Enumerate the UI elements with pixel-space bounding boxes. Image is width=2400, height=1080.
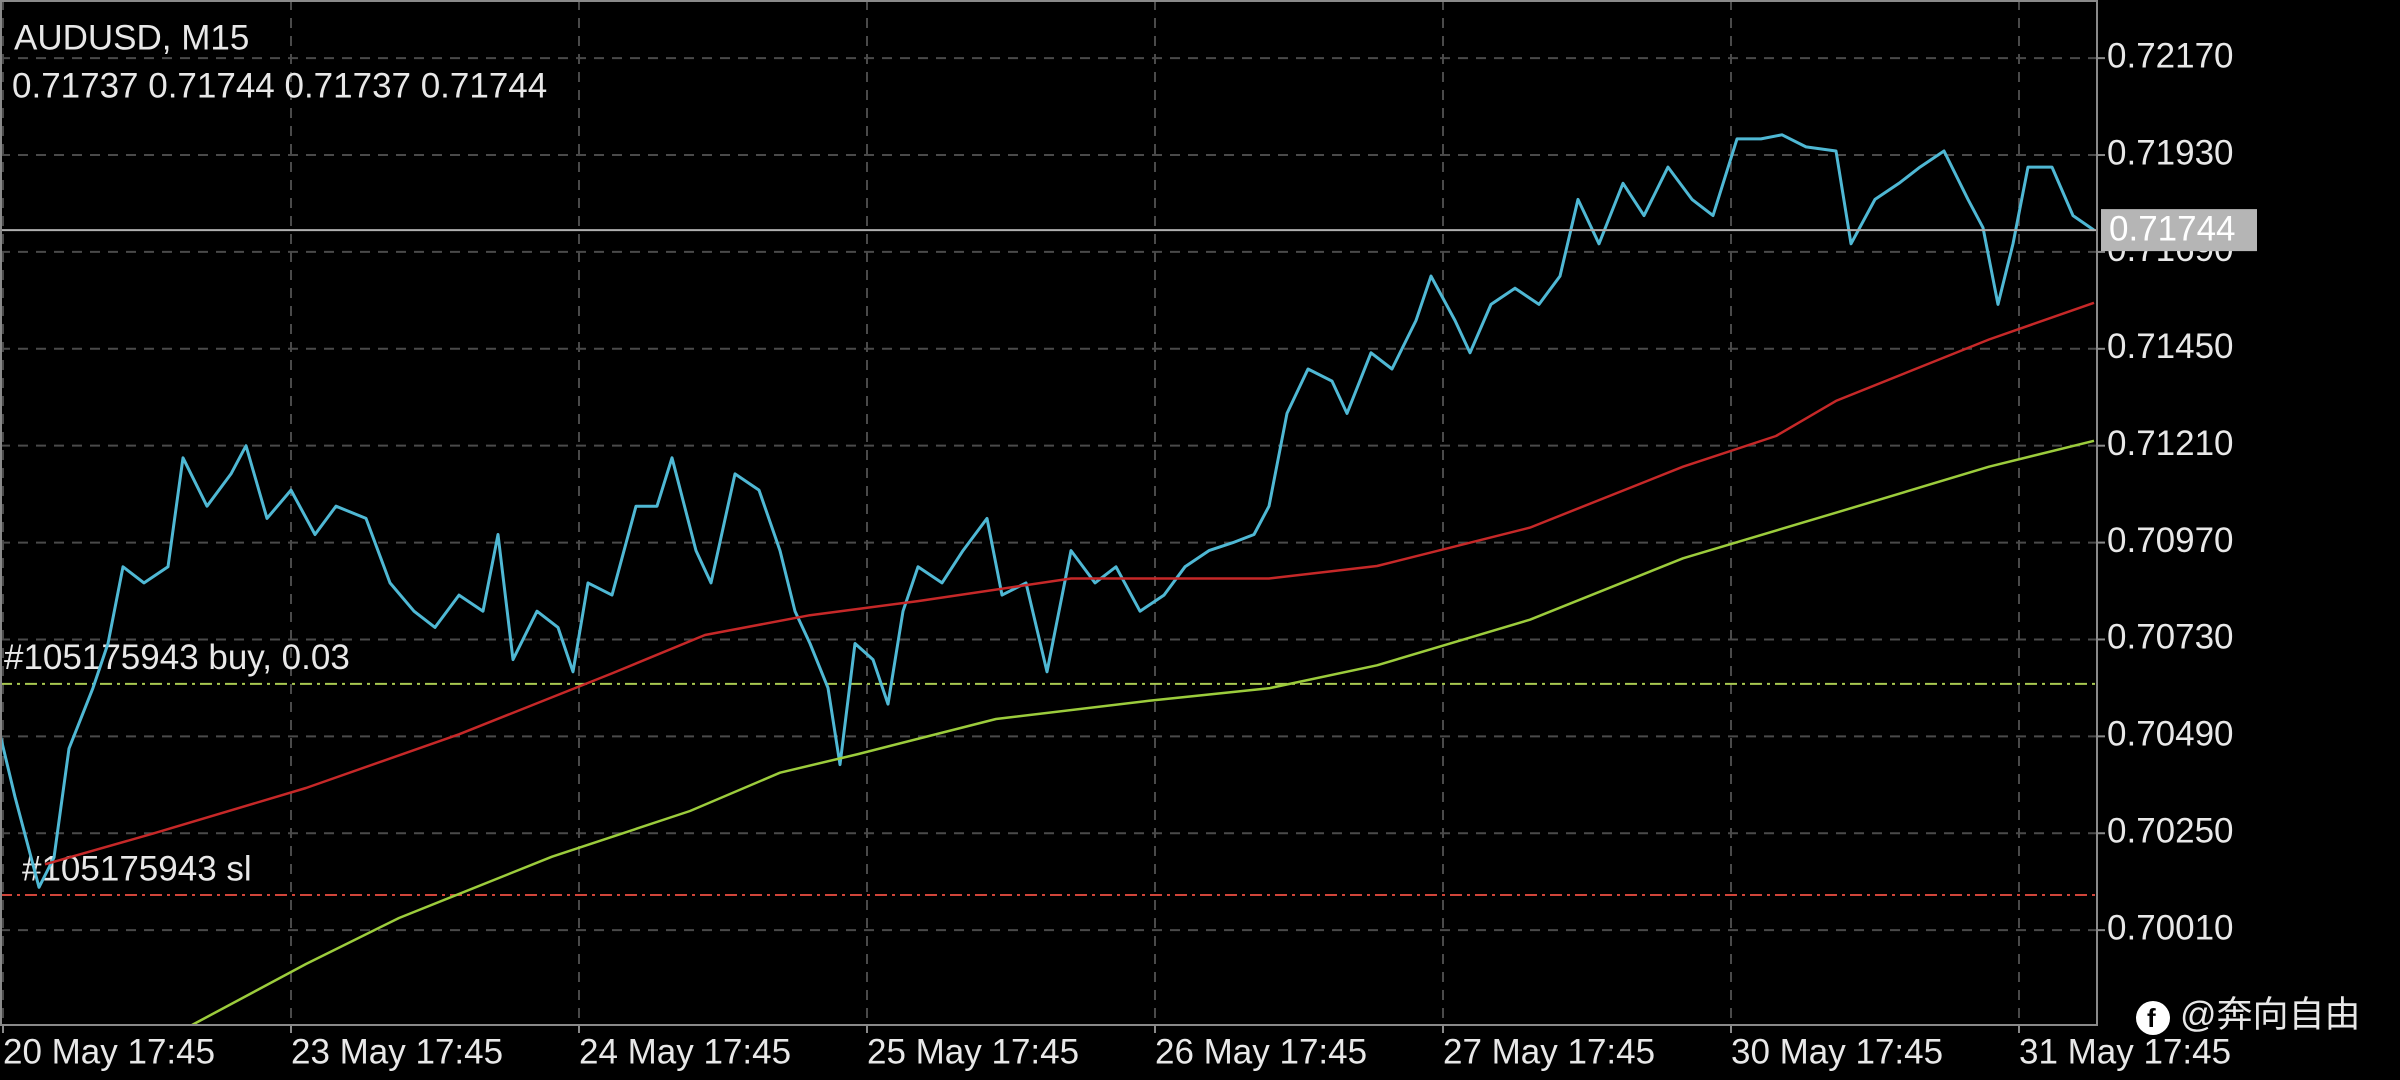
order-label: #105175943 buy, 0.03 [4,638,350,677]
last-price-box [2101,209,2257,252]
plot-border [0,0,2098,1026]
y-tick-label: 0.71930 [2107,133,2234,172]
y-tick-label: 0.71210 [2107,424,2234,463]
y-tick-label: 0.70730 [2107,618,2234,657]
x-tick-label: 25 May 17:45 [867,1032,1079,1071]
y-tick-label: 0.70010 [2107,908,2234,947]
watermark-icon [2136,1001,2170,1035]
y-tick-label: 0.71450 [2107,327,2234,366]
grid [0,0,2097,1025]
y-tick-label: 0.70970 [2107,521,2234,560]
x-tick-label: 27 May 17:45 [1443,1032,1655,1071]
x-tick-label: 20 May 17:45 [3,1032,215,1071]
last-price-label: 0.71744 [2109,209,2236,248]
axes: 0.721700.719300.716900.714500.712100.709… [2,36,2257,1071]
plot: #105175943 buy, 0.03 #105175943 sl [0,133,2097,1027]
y-tick-label: 0.70490 [2107,715,2234,754]
series-line [191,439,2095,1027]
series-line [0,133,2095,889]
x-tick-label: 26 May 17:45 [1155,1032,1367,1071]
series-line [44,301,2095,866]
order-label: #105175943 sl [22,849,252,888]
y-tick-label: 0.72170 [2107,36,2234,75]
x-tick-label: 31 May 17:45 [2019,1032,2231,1071]
x-tick-label: 23 May 17:45 [291,1032,503,1071]
chart-title: AUDUSD, M15 [14,18,249,57]
x-tick-label: 24 May 17:45 [579,1032,791,1071]
watermark-text: @奔向自由 [2180,994,2361,1035]
watermark: f @奔向自由 [2136,994,2361,1035]
ohlc-readout: 0.71737 0.71744 0.71737 0.71744 [12,66,547,105]
x-tick-label: 30 May 17:45 [1731,1032,1943,1071]
watermark-icon-glyph: f [2147,1003,2156,1033]
y-tick-label: 0.70250 [2107,811,2234,850]
